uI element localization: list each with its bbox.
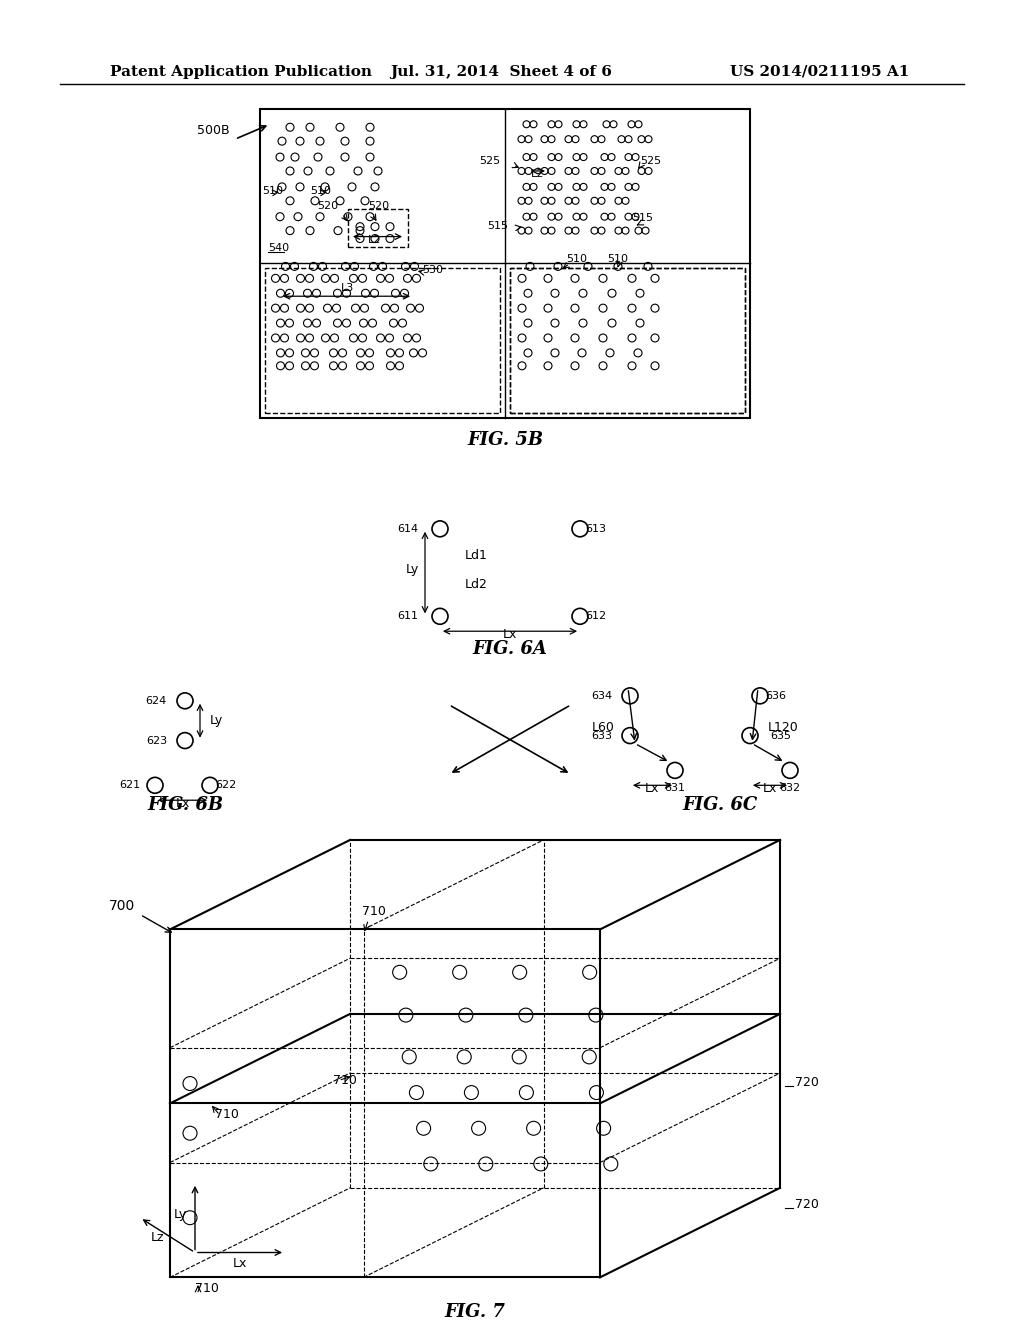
Text: Lx: Lx	[645, 783, 659, 795]
Bar	[265, 268, 500, 413]
Text: Lx: Lx	[175, 797, 189, 810]
Bar	[348, 209, 408, 247]
Bar	[260, 110, 750, 417]
Text: Ly: Ly	[173, 1208, 186, 1221]
Text: 720: 720	[795, 1076, 819, 1089]
Text: FIG. 6B: FIG. 6B	[146, 796, 223, 814]
Text: 710: 710	[195, 1282, 219, 1295]
Text: 624: 624	[145, 696, 167, 706]
Text: 632: 632	[779, 783, 801, 793]
Text: L120: L120	[768, 721, 799, 734]
Text: 635: 635	[770, 730, 791, 741]
Text: 540: 540	[268, 243, 289, 252]
Text: 510: 510	[607, 255, 628, 264]
Text: 612: 612	[585, 611, 606, 622]
Text: 710: 710	[361, 904, 385, 917]
Text: Ly: Ly	[210, 714, 223, 727]
Text: 520: 520	[368, 201, 389, 211]
Text: 623: 623	[145, 735, 167, 746]
Text: L2: L2	[369, 235, 382, 244]
Text: 530: 530	[422, 265, 443, 276]
Text: 633: 633	[591, 730, 612, 741]
Text: 510: 510	[262, 186, 283, 195]
Text: 613: 613	[585, 524, 606, 533]
Text: 622: 622	[215, 780, 237, 791]
Text: Ld2: Ld2	[465, 578, 487, 591]
Text: 614: 614	[397, 524, 418, 533]
Text: 510: 510	[566, 255, 587, 264]
Text: 525: 525	[479, 156, 500, 166]
Text: 500B: 500B	[198, 124, 230, 137]
Text: Lx: Lx	[503, 628, 517, 642]
Bar	[510, 268, 745, 413]
Text: 700: 700	[109, 899, 135, 912]
Text: L2: L2	[531, 169, 545, 180]
Text: 520: 520	[316, 201, 338, 211]
Text: FIG. 5B: FIG. 5B	[467, 432, 543, 449]
Text: Ly: Ly	[406, 562, 419, 576]
Text: FIG. 6A: FIG. 6A	[472, 640, 548, 659]
Text: Jul. 31, 2014  Sheet 4 of 6: Jul. 31, 2014 Sheet 4 of 6	[390, 65, 612, 79]
Text: 720: 720	[795, 1197, 819, 1210]
Text: L60: L60	[592, 721, 615, 734]
Bar	[510, 268, 745, 413]
Text: 611: 611	[397, 611, 418, 622]
Text: 525: 525	[640, 156, 662, 166]
Text: 515: 515	[632, 213, 653, 223]
Text: US 2014/0211195 A1: US 2014/0211195 A1	[730, 65, 909, 79]
Text: 621: 621	[119, 780, 140, 791]
Text: 515: 515	[487, 220, 508, 231]
Text: FIG. 6C: FIG. 6C	[682, 796, 758, 814]
Text: 636: 636	[765, 690, 786, 701]
Text: FIG. 7: FIG. 7	[444, 1303, 506, 1320]
Text: 510: 510	[310, 186, 331, 195]
Text: Patent Application Publication: Patent Application Publication	[110, 65, 372, 79]
Text: L3: L3	[341, 284, 354, 293]
Text: Lx: Lx	[763, 783, 777, 795]
Text: Ld1: Ld1	[465, 549, 487, 561]
Text: 710: 710	[215, 1109, 239, 1121]
Text: 634: 634	[591, 690, 612, 701]
Text: 631: 631	[665, 783, 685, 793]
Text: Lz: Lz	[151, 1230, 164, 1243]
Text: 710: 710	[334, 1073, 357, 1086]
Text: Lx: Lx	[232, 1258, 247, 1270]
